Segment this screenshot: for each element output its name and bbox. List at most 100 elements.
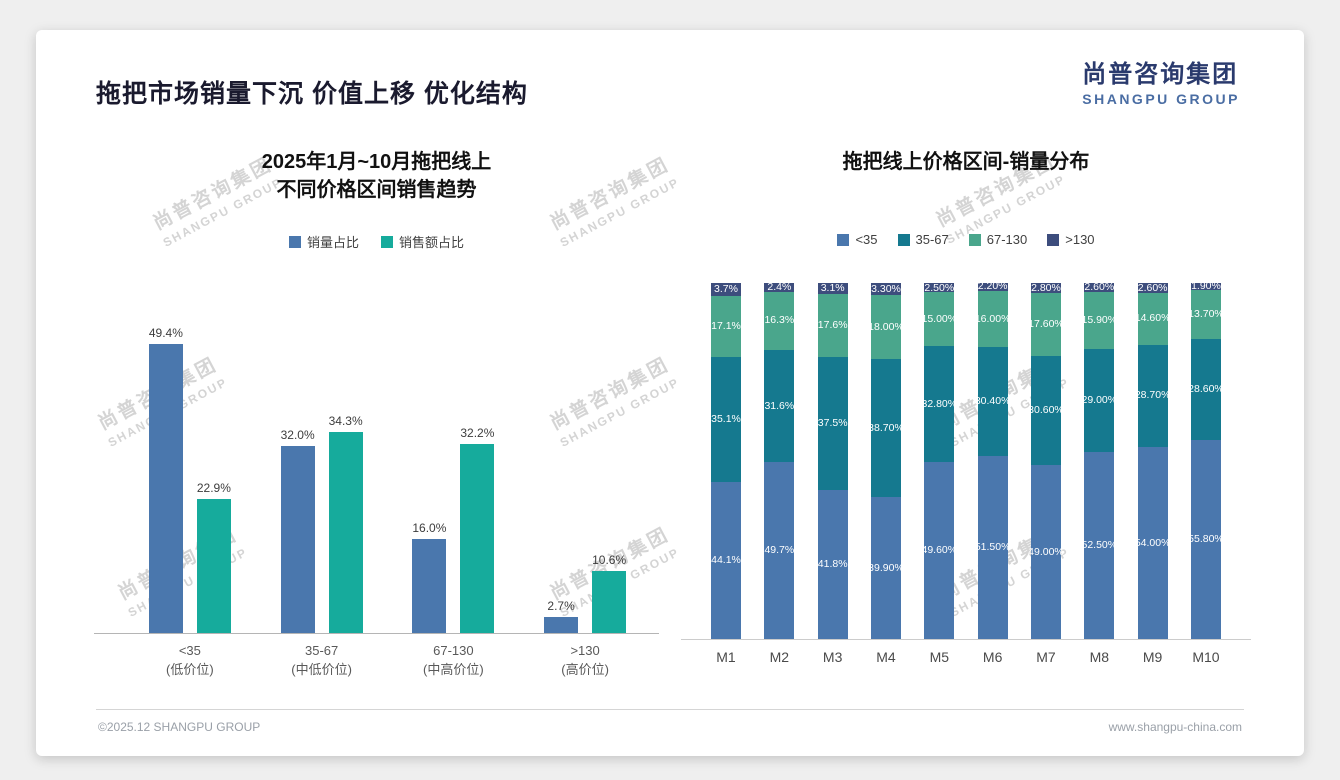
segment-value-label: 18.00% xyxy=(868,320,904,333)
stack-segment: 37.5% xyxy=(817,356,848,491)
stack-segment: 17.60% xyxy=(1028,293,1064,356)
bar xyxy=(460,444,495,633)
stack-segment: 35.1% xyxy=(711,357,741,483)
segment-value-label: 38.70% xyxy=(868,421,904,434)
segment-value-label: 3.1% xyxy=(820,282,845,295)
stack-segment: 32.80% xyxy=(922,345,957,463)
segment-value-label: 3.30% xyxy=(871,283,901,295)
bar-value-label: 10.6% xyxy=(592,552,627,567)
x-axis-label-tier: (高价位) xyxy=(561,661,609,677)
segment-value-label: 15.90% xyxy=(1081,314,1118,327)
right-legend: <35 35-67 67-130 >130 xyxy=(681,232,1251,247)
footer-website: www.shangpu-china.com xyxy=(1108,720,1242,734)
company-logo: 尚普咨询集团 SHANGPU GROUP xyxy=(1082,54,1240,107)
segment-value-label: 49.7% xyxy=(764,544,795,557)
stack-segment: 28.60% xyxy=(1188,338,1224,441)
segment-value-label: 30.60% xyxy=(1028,403,1064,416)
legend-label: 销量占比 xyxy=(306,235,359,250)
segment-value-label: 31.6% xyxy=(764,399,795,412)
segment-value-label: 15.00% xyxy=(921,312,958,325)
segment-value-label: 17.60% xyxy=(1028,318,1064,331)
legend-item: 销量占比 xyxy=(288,232,359,251)
stacked-bar: 39.90% 38.70% 18.00% 3.30% xyxy=(868,283,904,639)
stack-segment: 2.50% xyxy=(924,281,955,294)
bar-value-label: 16.0% xyxy=(412,521,447,536)
bar xyxy=(412,539,447,633)
footer-divider xyxy=(96,709,1244,710)
stack-segment: 2.20% xyxy=(977,281,1008,291)
left-chart-title-line1: 2025年1月~10月拖把线上 xyxy=(261,151,492,173)
logo-cn-text: 尚普咨询集团 xyxy=(1082,61,1239,88)
bar xyxy=(280,445,315,633)
x-axis-label-range: 67-130 xyxy=(433,643,474,658)
segment-value-label: 2.60% xyxy=(1137,281,1168,294)
stack-segment: 3.7% xyxy=(711,283,741,297)
stack-segment: 54.00% xyxy=(1134,446,1171,639)
legend-label: 67-130 xyxy=(986,232,1028,247)
segment-value-label: 29.00% xyxy=(1081,394,1118,407)
bar-with-label: 32.2% xyxy=(460,426,494,633)
bar-value-label: 34.3% xyxy=(328,414,363,429)
stack-segment: 14.60% xyxy=(1134,292,1171,345)
segment-value-label: 41.8% xyxy=(817,558,848,571)
stacked-bar-chart: 拖把线上价格区间-销量分布 <35 35-67 67-130 >130 44.1% 35… xyxy=(681,148,1251,665)
segment-value-label: 28.60% xyxy=(1188,383,1224,396)
segment-value-label: 14.60% xyxy=(1134,312,1171,325)
segment-value-label: 35.1% xyxy=(711,413,741,426)
stack-segment: 17.6% xyxy=(817,294,848,357)
bar-group: 32.0% 34.3% xyxy=(256,414,388,633)
stacked-bar-plot: 44.1% 35.1% 17.1% 3.7% 49.7% 31.6% 16.3% 2.4% 41… xyxy=(681,281,1251,640)
stack-segment: 52.50% xyxy=(1081,452,1117,639)
stacked-bar: 44.1% 35.1% 17.1% 3.7% xyxy=(711,283,741,639)
stack-segment: 1.90% xyxy=(1190,281,1221,291)
stack-segment: 2.60% xyxy=(1137,281,1168,294)
legend-swatch xyxy=(837,233,850,246)
stack-segment: 49.7% xyxy=(764,462,795,639)
bar-group: 2.7% 10.6% xyxy=(519,553,651,633)
segment-value-label: 13.70% xyxy=(1188,307,1224,320)
segment-value-label: 44.1% xyxy=(711,554,741,567)
legend-item: <35 xyxy=(837,232,878,247)
legend-swatch xyxy=(381,235,393,248)
segment-value-label: 32.80% xyxy=(921,397,958,410)
segment-value-label: 2.80% xyxy=(1031,281,1061,294)
x-axis-label: 67-130 (中高价位) xyxy=(388,642,520,680)
stack-segment: 3.30% xyxy=(870,283,901,296)
stacked-bar: 49.7% 31.6% 16.3% 2.4% xyxy=(764,282,795,639)
bar-with-label: 2.7% xyxy=(544,599,579,633)
bar xyxy=(148,343,183,633)
x-axis-label-range: 35-67 xyxy=(305,643,339,658)
x-axis-label-tier: (低价位) xyxy=(166,661,214,677)
left-chart-title-line2: 不同价格区间销售趋势 xyxy=(276,179,477,201)
segment-value-label: 49.00% xyxy=(1028,545,1064,558)
segment-value-label: 37.5% xyxy=(817,417,848,430)
grouped-bar-chart: 2025年1月~10月拖把线上 不同价格区间销售趋势 销量占比 销售额占比 49.… xyxy=(94,148,659,680)
bar xyxy=(328,432,363,633)
stack-segment: 18.00% xyxy=(868,295,904,360)
x-axis-label: M7 xyxy=(1036,649,1056,665)
bar-with-label: 16.0% xyxy=(412,521,446,633)
stack-segment: 55.80% xyxy=(1188,440,1224,639)
segment-value-label: 2.50% xyxy=(924,281,955,294)
grouped-bar-xaxis: <35 (低价位) 35-67 (中低价位) 67-130 (中高价位) >130 (高价位) xyxy=(94,642,659,680)
x-axis-label: M9 xyxy=(1142,649,1163,665)
x-axis-label-tier: (中高价位) xyxy=(423,661,484,677)
stacked-bar: 55.80% 28.60% 13.70% 1.90% xyxy=(1188,281,1224,639)
x-axis-label: M10 xyxy=(1192,649,1220,665)
x-axis-label-range: >130 xyxy=(570,643,600,658)
segment-value-label: 2.60% xyxy=(1084,281,1115,294)
segment-value-label: 54.00% xyxy=(1134,536,1171,549)
legend-item: 销售额占比 xyxy=(381,232,464,251)
stack-segment: 15.90% xyxy=(1081,292,1118,349)
segment-value-label: 17.1% xyxy=(711,320,741,333)
bar-with-label: 49.4% xyxy=(149,326,183,633)
slide-card: 尚普咨询集团 SHANGPU GROUP 尚普咨询集团 SHANGPU GROUP … xyxy=(36,30,1304,756)
bar-with-label: 34.3% xyxy=(329,414,363,633)
segment-value-label: 30.40% xyxy=(974,395,1011,408)
legend-item: 35-67 xyxy=(897,232,949,247)
x-axis-label: <35 (低价位) xyxy=(124,642,256,680)
stacked-bar: 51.50% 30.40% 16.00% 2.20% xyxy=(974,281,1011,639)
bar-value-label: 32.2% xyxy=(460,426,495,441)
stack-segment: 29.00% xyxy=(1081,348,1118,453)
stack-segment: 2.80% xyxy=(1030,281,1061,294)
